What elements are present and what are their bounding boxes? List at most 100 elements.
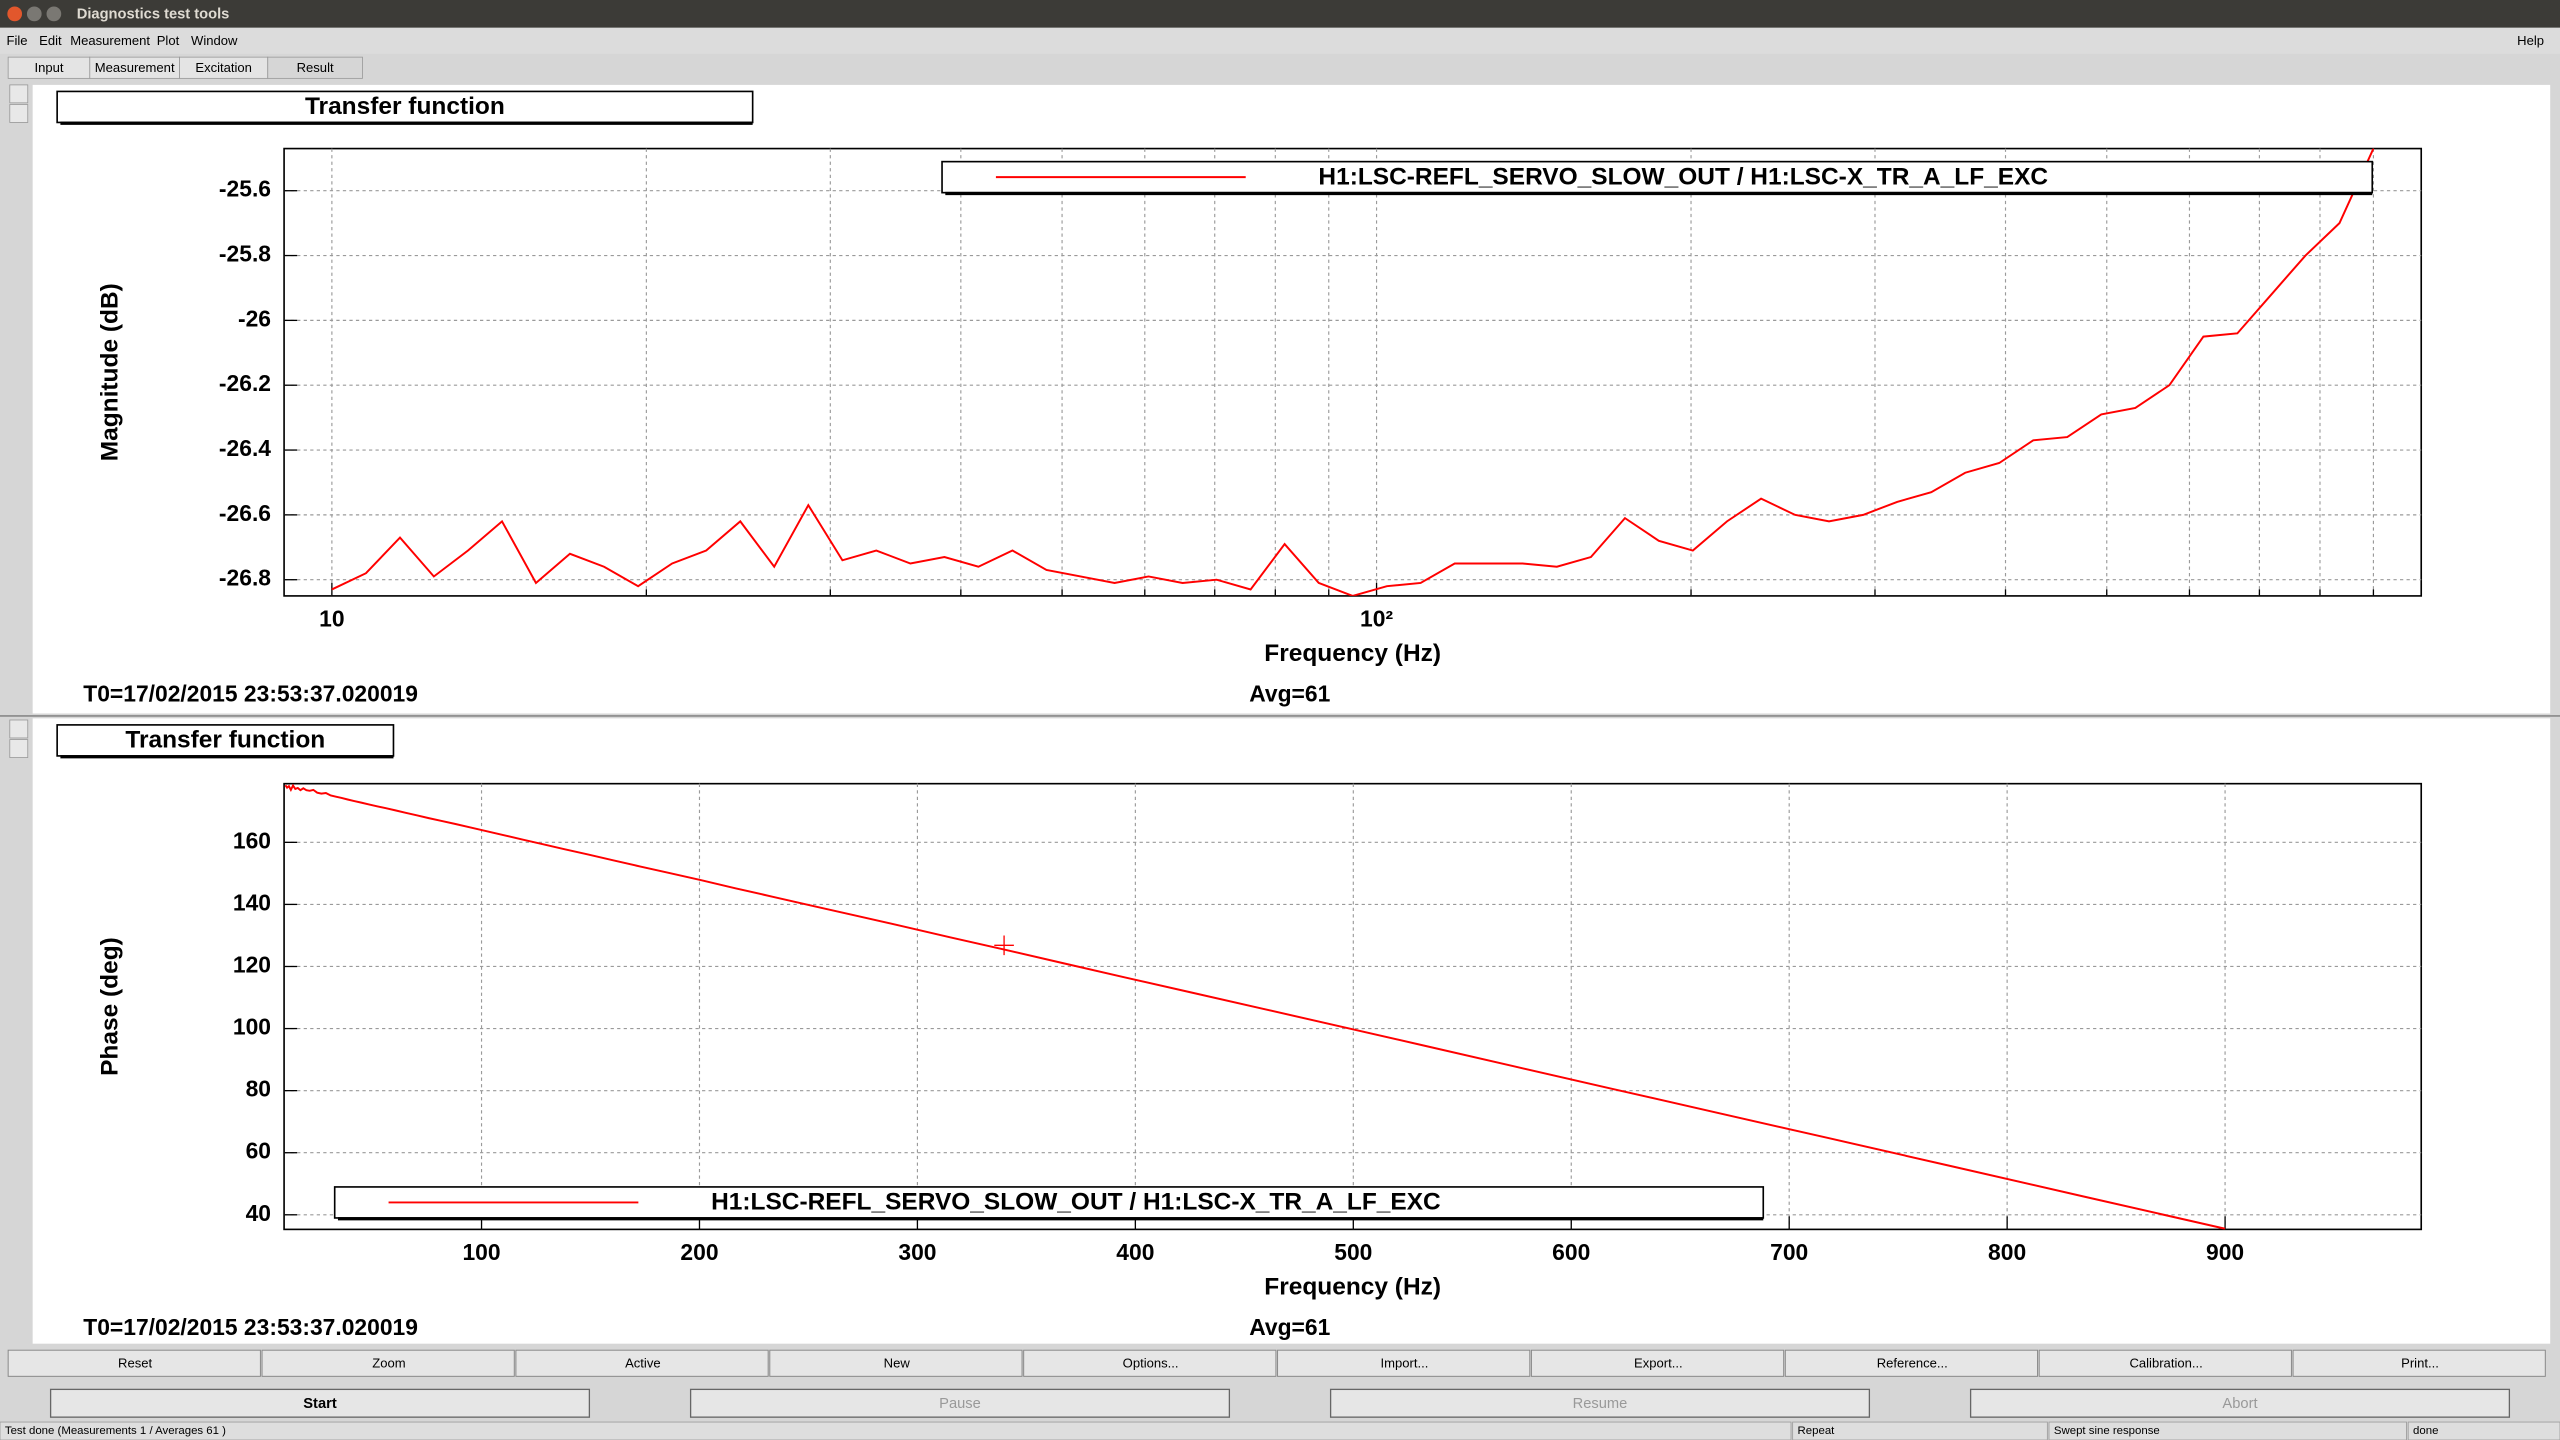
control-label: Pause [939, 1396, 981, 1412]
timestamp: T0=17/02/2015 23:53:37.020019 [83, 681, 418, 707]
plot-frame [283, 147, 2423, 597]
average-count: Avg=61 [1249, 681, 1330, 707]
menu-help[interactable]: Help [2517, 33, 2544, 48]
y-tick-label: -26.2 [219, 370, 271, 396]
control-button[interactable] [49, 1388, 591, 1418]
y-tick-label: -26 [238, 305, 271, 331]
control-label: Abort [2222, 1396, 2257, 1412]
button[interactable] [1784, 1349, 2039, 1377]
legend-box [333, 1186, 1765, 1219]
x-tick-label: 100 [462, 1239, 500, 1265]
menu-bar [0, 27, 2560, 54]
close-button[interactable] [7, 6, 23, 22]
status-text: done [2413, 1425, 2438, 1437]
x-tick-label: 400 [1116, 1239, 1154, 1265]
button-label[interactable]: Zoom [372, 1356, 405, 1371]
button[interactable] [1277, 1349, 1531, 1377]
menu-item[interactable]: Edit [39, 33, 62, 48]
button[interactable] [769, 1349, 1023, 1377]
status-text: Repeat [1798, 1425, 1836, 1437]
button-label[interactable]: Import... [1381, 1356, 1429, 1371]
y-tick-label: 120 [233, 952, 271, 978]
x-tick-label: 200 [680, 1239, 718, 1265]
button[interactable] [2292, 1349, 2546, 1377]
chart-title-box [56, 724, 395, 757]
y-tick-label: 40 [246, 1200, 271, 1226]
button-label[interactable]: Calibration... [2129, 1356, 2202, 1371]
y-tick-label: -25.8 [219, 241, 271, 267]
pad-toggle[interactable] [9, 719, 29, 739]
x-axis-label: Frequency (Hz) [1264, 640, 1441, 667]
tab-label[interactable]: Measurement [95, 60, 175, 75]
tab[interactable] [267, 56, 363, 79]
chart-title: Transfer function [125, 727, 325, 754]
button-label[interactable]: New [884, 1356, 911, 1371]
y-tick-label: 140 [233, 889, 271, 915]
plot-frame [283, 782, 2423, 1231]
y-tick-label: 80 [246, 1076, 271, 1102]
data-line [331, 148, 2375, 596]
window-title: Diagnostics test tools [77, 7, 230, 23]
status-cell [2048, 1421, 2407, 1440]
pad-toggle[interactable] [9, 104, 29, 123]
control-button [689, 1388, 1231, 1418]
x-tick-label: 600 [1552, 1239, 1590, 1265]
button-label[interactable]: Export... [1634, 1356, 1683, 1371]
legend-label: H1:LSC-REFL_SERVO_SLOW_OUT / H1:LSC-X_TR… [1318, 163, 2048, 190]
button-label[interactable]: Active [625, 1356, 661, 1371]
y-tick-label: 60 [246, 1138, 271, 1164]
pad-toggle[interactable] [9, 739, 29, 758]
button[interactable] [261, 1349, 515, 1377]
x-tick-label: 800 [1988, 1239, 2026, 1265]
menu-item[interactable]: File [7, 33, 28, 48]
y-tick-label: -26.6 [219, 500, 271, 526]
button-label[interactable]: Options... [1123, 1356, 1179, 1371]
cursor-marker [994, 935, 1014, 956]
y-tick-label: -25.6 [219, 176, 271, 202]
y-axis-label: Magnitude (dB) [96, 283, 123, 461]
average-count: Avg=61 [1249, 1314, 1330, 1340]
chart-title-box [56, 90, 754, 124]
x-tick-label: 10 [319, 605, 344, 631]
x-tick-label: 900 [2206, 1239, 2244, 1265]
x-tick-label: 500 [1334, 1239, 1372, 1265]
button[interactable] [2038, 1349, 2292, 1377]
x-axis-label: Frequency (Hz) [1264, 1274, 1441, 1301]
button-label[interactable]: Print... [2401, 1356, 2439, 1371]
control-button [1969, 1388, 2511, 1418]
status-cell [0, 1421, 1792, 1440]
status-text: Test done (Measurements 1 / Averages 61 … [5, 1425, 226, 1437]
menu-item[interactable]: Window [191, 33, 238, 48]
button[interactable] [1023, 1349, 1277, 1377]
menu-item[interactable]: Plot [157, 33, 180, 48]
x-tick-label: 10² [1360, 605, 1393, 631]
tab-label[interactable]: Excitation [195, 60, 252, 75]
y-tick-label: -26.8 [219, 565, 271, 591]
status-text: Swept sine response [2054, 1425, 2160, 1437]
control-label[interactable]: Start [303, 1396, 337, 1412]
tab-label[interactable]: Result [297, 60, 334, 75]
timestamp: T0=17/02/2015 23:53:37.020019 [83, 1314, 418, 1340]
title-bar [0, 0, 2560, 28]
y-tick-label: -26.4 [219, 435, 271, 461]
y-tick-label: 100 [233, 1014, 271, 1040]
button-label[interactable]: Reference... [1877, 1356, 1948, 1371]
tab-label[interactable]: Input [34, 60, 63, 75]
button[interactable] [1530, 1349, 1785, 1377]
control-button [1329, 1388, 1871, 1418]
legend-label: H1:LSC-REFL_SERVO_SLOW_OUT / H1:LSC-X_TR… [711, 1189, 1441, 1216]
status-cell [1792, 1421, 2048, 1440]
button[interactable] [515, 1349, 769, 1377]
button[interactable] [7, 1349, 261, 1377]
x-tick-label: 700 [1770, 1239, 1808, 1265]
x-tick-label: 300 [898, 1239, 936, 1265]
maximize-button[interactable] [46, 6, 62, 22]
button-label[interactable]: Reset [118, 1356, 152, 1371]
minimize-button[interactable] [26, 6, 42, 22]
y-tick-label: 160 [233, 827, 271, 853]
control-label: Resume [1573, 1396, 1628, 1412]
pad-toggle[interactable] [9, 84, 29, 104]
menu-item[interactable]: Measurement [70, 33, 150, 48]
data-line [284, 783, 2226, 1230]
